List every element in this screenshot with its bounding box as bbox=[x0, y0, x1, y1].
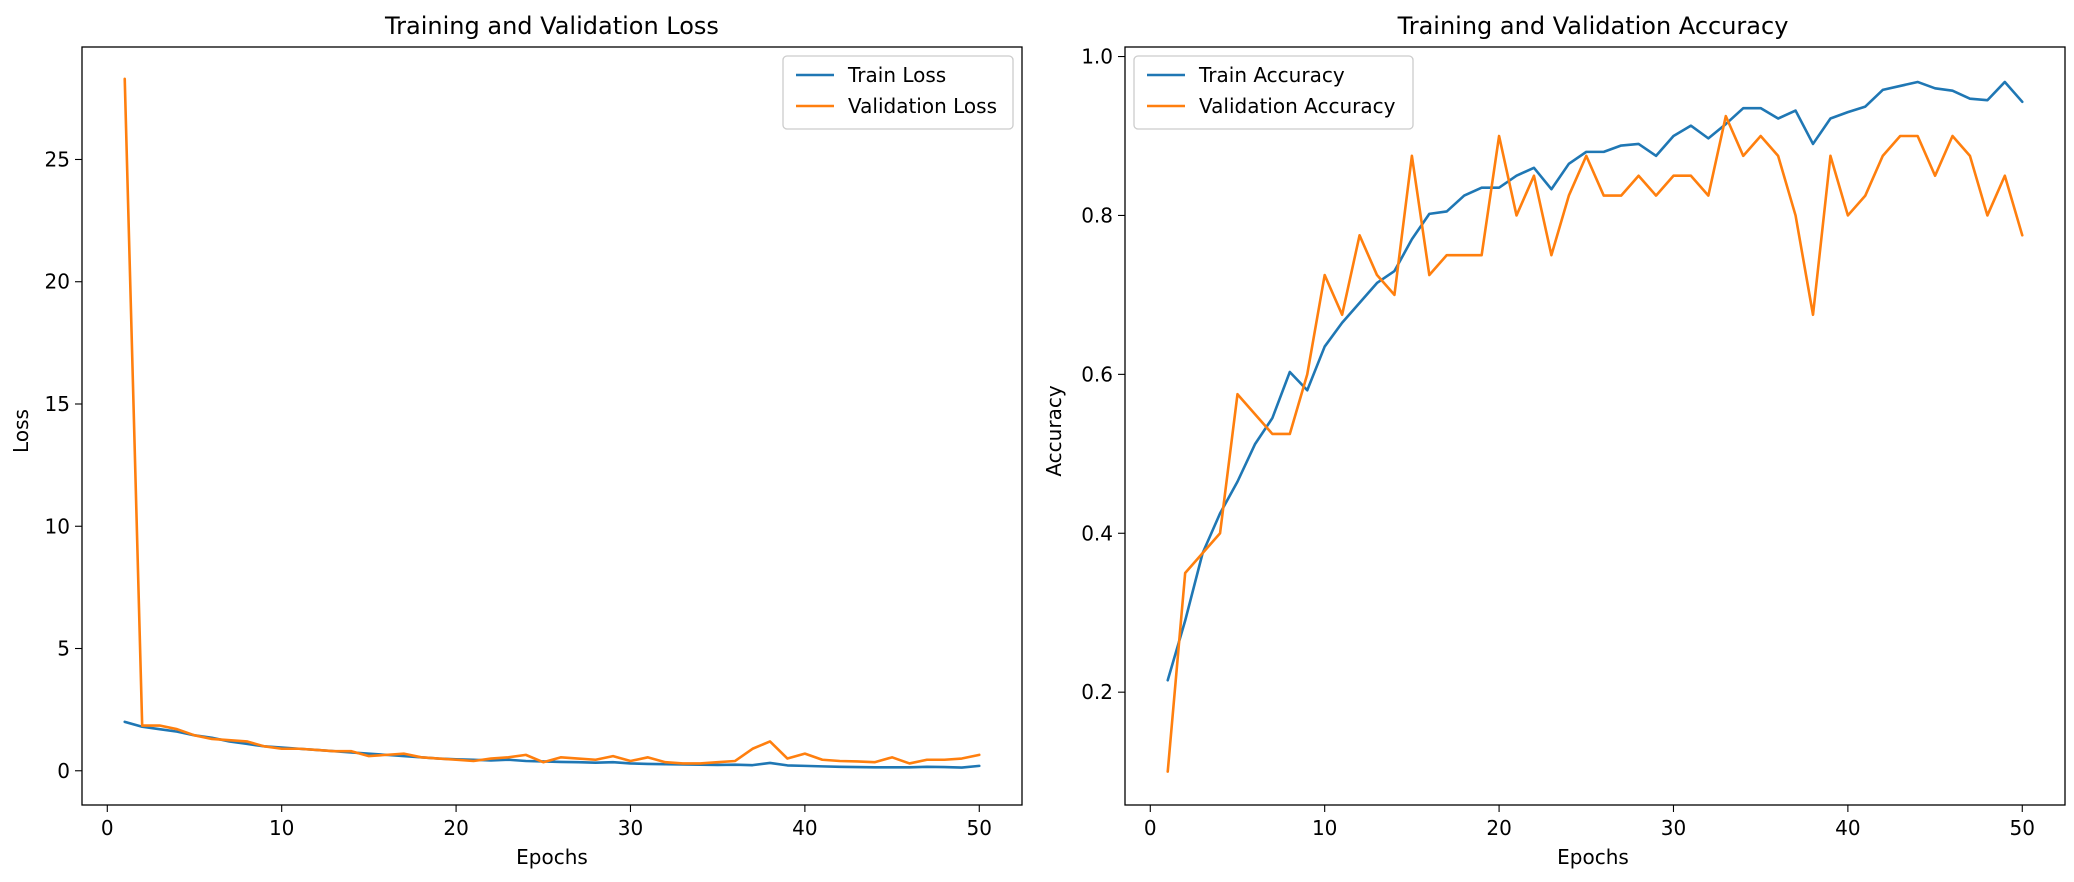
accuracy-legend-label-validation: Validation Accuracy bbox=[1199, 94, 1396, 118]
loss-chart-ylabel: Loss bbox=[9, 409, 33, 453]
loss-chart: Training and Validation Loss Epochs Loss… bbox=[9, 12, 1023, 869]
loss-chart-title: Training and Validation Loss bbox=[384, 12, 719, 40]
loss-xtick-label: 20 bbox=[443, 816, 468, 840]
loss-series-validation-loss bbox=[123, 77, 981, 765]
accuracy-chart-legend: Train Accuracy Validation Accuracy bbox=[1133, 55, 1414, 130]
accuracy-series-validation-accuracy bbox=[1166, 114, 2024, 773]
loss-chart-axes-frame bbox=[81, 46, 1023, 806]
loss-chart-ticks: 0 10 20 30 40 50 0 5 10 15 20 25 bbox=[45, 147, 992, 840]
accuracy-chart-ticks: 0 10 20 30 40 50 0.2 0.4 0.6 0.8 1.0 bbox=[1081, 45, 2035, 840]
loss-legend-label-train: Train Loss bbox=[847, 63, 946, 87]
accuracy-ytick-label: 0.6 bbox=[1081, 362, 1113, 386]
accuracy-chart-axes-frame bbox=[1124, 46, 2066, 806]
loss-xtick-label: 30 bbox=[618, 816, 643, 840]
accuracy-xtick-label: 40 bbox=[1835, 816, 1860, 840]
loss-xtick-label: 0 bbox=[101, 816, 114, 840]
loss-legend-label-validation: Validation Loss bbox=[848, 94, 997, 118]
accuracy-ytick-label: 0.2 bbox=[1081, 680, 1113, 704]
loss-chart-plot-area bbox=[123, 77, 981, 769]
accuracy-xtick-label: 20 bbox=[1486, 816, 1511, 840]
loss-chart-xlabel: Epochs bbox=[516, 845, 588, 869]
loss-ytick-label: 0 bbox=[57, 759, 70, 783]
loss-ytick-label: 25 bbox=[45, 147, 70, 171]
loss-ytick-label: 20 bbox=[45, 270, 70, 294]
accuracy-xtick-label: 10 bbox=[1312, 816, 1337, 840]
accuracy-ytick-label: 0.4 bbox=[1081, 521, 1113, 545]
accuracy-xtick-label: 0 bbox=[1144, 816, 1157, 840]
accuracy-legend-box bbox=[1133, 55, 1414, 130]
accuracy-xtick-label: 30 bbox=[1661, 816, 1686, 840]
accuracy-ytick-label: 0.8 bbox=[1081, 203, 1113, 227]
accuracy-xtick-label: 50 bbox=[2010, 816, 2035, 840]
loss-ytick-label: 15 bbox=[45, 392, 70, 416]
loss-ytick-label: 5 bbox=[57, 637, 70, 661]
accuracy-series-train-accuracy bbox=[1166, 80, 2024, 682]
accuracy-chart-plot-area bbox=[1166, 80, 2024, 773]
loss-ytick-label: 10 bbox=[45, 514, 70, 538]
accuracy-chart: Training and Validation Accuracy Epochs … bbox=[1042, 12, 2066, 869]
accuracy-chart-title: Training and Validation Accuracy bbox=[1397, 12, 1789, 40]
accuracy-chart-ylabel: Accuracy bbox=[1042, 385, 1066, 476]
loss-xtick-label: 40 bbox=[792, 816, 817, 840]
accuracy-chart-xlabel: Epochs bbox=[1557, 845, 1629, 869]
accuracy-legend-label-train: Train Accuracy bbox=[1198, 63, 1345, 87]
loss-xtick-label: 50 bbox=[967, 816, 992, 840]
accuracy-ytick-label: 1.0 bbox=[1081, 45, 1113, 69]
loss-legend-box bbox=[782, 55, 1014, 130]
loss-chart-legend: Train Loss Validation Loss bbox=[782, 55, 1014, 130]
loss-xtick-label: 10 bbox=[269, 816, 294, 840]
